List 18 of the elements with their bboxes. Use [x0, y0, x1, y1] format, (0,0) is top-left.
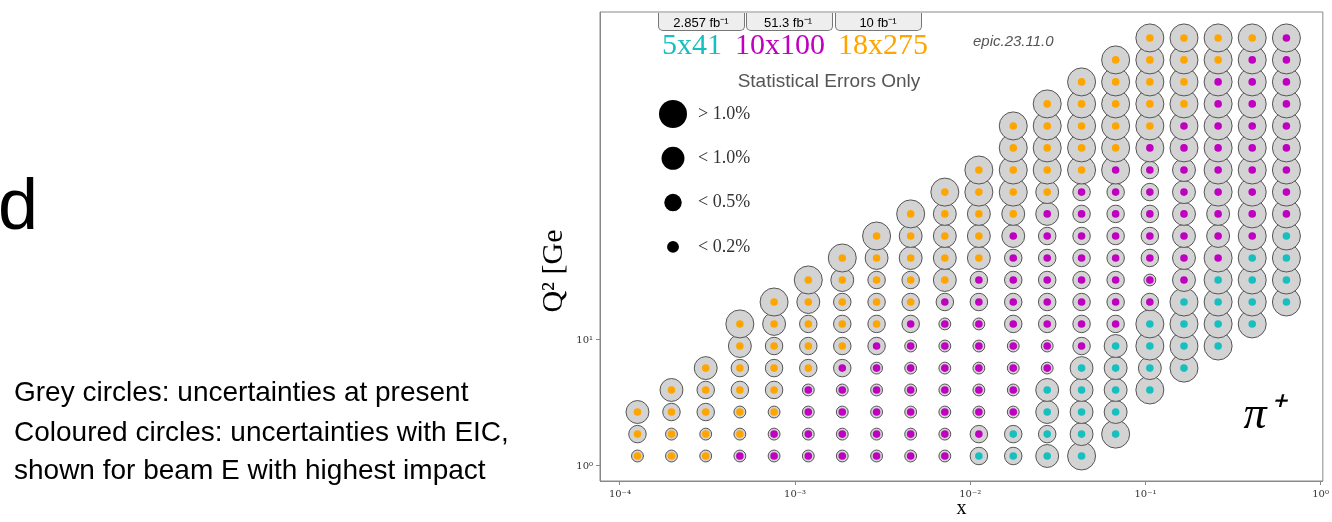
legend-label: < 0.2% [698, 235, 751, 256]
text: d [0, 163, 39, 245]
text: shown for beam E with highest impact [14, 454, 486, 486]
x-axis-title: x [956, 496, 967, 519]
legend-title: Statistical Errors Only [737, 70, 921, 92]
y-axis-title: Q² [Ge [534, 229, 568, 313]
legend-label: < 1.0% [698, 147, 751, 168]
x-tick-label: 10⁰ [1312, 487, 1329, 499]
legend-label: < 0.5% [698, 191, 751, 212]
text: Grey circles: uncertainties at present [14, 376, 469, 408]
annotation: epic.23.11.0 [973, 31, 1054, 49]
x-tick-label: 10⁻¹ [1134, 487, 1157, 499]
x-tick-label: 10⁻² [959, 487, 982, 499]
x-tick-label: 10⁻³ [784, 487, 807, 499]
x-tick-label: 10⁻⁴ [608, 487, 631, 499]
text: Coloured circles: uncertainties with EIC, [14, 416, 509, 448]
y-tick-label: 10¹ [576, 333, 593, 345]
legend-label: > 1.0% [698, 102, 751, 123]
